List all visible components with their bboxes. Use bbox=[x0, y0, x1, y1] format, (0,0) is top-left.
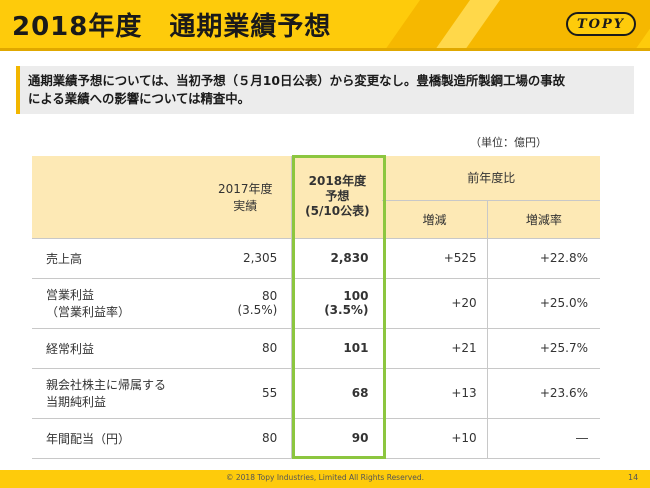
row-rate: +25.7% bbox=[487, 327, 600, 369]
header-prev-year-line: 2017年度 bbox=[217, 181, 273, 196]
row-label: 売上高 bbox=[32, 237, 200, 279]
header-prev-year: 2017年度 実績 bbox=[199, 156, 293, 239]
row-label: 親会社株主に帰属する 当期純利益 bbox=[32, 367, 200, 419]
row-prev-line: (3.5%) bbox=[237, 303, 278, 317]
row-diff: +13 bbox=[382, 367, 488, 419]
row-label: 営業利益 （営業利益率） bbox=[32, 277, 200, 329]
table-row: 営業利益 （営業利益率） 80 (3.5%) 100 (3.5%) +20 +2… bbox=[32, 277, 600, 329]
table-header-row: 2017年度 実績 2018年度 予想 (5/10公表) 前年度比 bbox=[32, 156, 600, 239]
copyright-text: © 2018 Topy Industries, Limited All Righ… bbox=[226, 473, 424, 482]
row-label: 経常利益 bbox=[32, 327, 200, 369]
row-diff: +21 bbox=[382, 327, 488, 369]
summary-line-2: による業績への影響については精査中。 bbox=[28, 91, 251, 106]
table-subheader-row: 増減 増減率 bbox=[32, 200, 600, 239]
table-row: 売上高 2,305 2,830 +525 +22.8% bbox=[32, 237, 600, 279]
logo-text: TOPY bbox=[576, 16, 626, 32]
header-forecast-line: 2018年度 bbox=[308, 174, 367, 189]
header-forecast-line: 予想 bbox=[325, 189, 350, 204]
row-label-line: 営業利益 bbox=[46, 288, 95, 302]
header-prev-year-line: 実績 bbox=[233, 198, 258, 213]
page-title: 2018年度 通期業績予想 bbox=[12, 12, 332, 42]
row-diff: +525 bbox=[382, 237, 488, 279]
table-row: 経常利益 80 101 +21 +25.7% bbox=[32, 327, 600, 369]
row-diff: +10 bbox=[382, 417, 488, 459]
row-rate: +23.6% bbox=[487, 367, 600, 419]
row-label-line: 当期純利益 bbox=[46, 395, 107, 409]
row-prev: 80 bbox=[199, 417, 293, 459]
header-diff: 増減 bbox=[382, 200, 488, 239]
row-label-line: （営業利益率） bbox=[46, 305, 131, 319]
header-divider bbox=[0, 48, 650, 51]
row-forecast: 101 bbox=[291, 327, 383, 369]
row-forecast-line: 100 bbox=[343, 289, 369, 303]
forecast-table: 2017年度 実績 2018年度 予想 (5/10公表) 前年度比 増減 増減率… bbox=[32, 156, 600, 459]
row-forecast: 100 (3.5%) bbox=[291, 277, 383, 329]
table-row: 親会社株主に帰属する 当期純利益 55 68 +13 +23.6% bbox=[32, 367, 600, 419]
header-rate: 増減率 bbox=[487, 200, 600, 239]
row-prev: 80 (3.5%) bbox=[199, 277, 293, 329]
row-prev: 80 bbox=[199, 327, 293, 369]
row-label-line: 親会社株主に帰属する bbox=[46, 378, 167, 392]
header-label-cell bbox=[32, 156, 200, 239]
row-rate: +22.8% bbox=[487, 237, 600, 279]
row-rate: ― bbox=[487, 417, 600, 459]
footer-bar: © 2018 Topy Industries, Limited All Righ… bbox=[0, 470, 650, 488]
summary-line-1: 通期業績予想については、当初予想（５月10日公表）から変更なし。豊橋製造所製鋼工… bbox=[28, 73, 566, 88]
row-rate: +25.0% bbox=[487, 277, 600, 329]
topy-logo: TOPY bbox=[566, 12, 636, 36]
table-row: 年間配当（円） 80 90 +10 ― bbox=[32, 417, 600, 459]
row-prev: 2,305 bbox=[199, 237, 293, 279]
header-forecast: 2018年度 予想 (5/10公表) bbox=[291, 156, 383, 239]
row-forecast: 90 bbox=[291, 417, 383, 459]
row-forecast: 68 bbox=[291, 367, 383, 419]
row-forecast-line: (3.5%) bbox=[324, 303, 369, 317]
header-forecast-line: (5/10公表) bbox=[305, 204, 370, 219]
row-diff: +20 bbox=[382, 277, 488, 329]
unit-label: （単位：億円） bbox=[470, 136, 547, 149]
page-number: 14 bbox=[628, 473, 639, 482]
summary-box: 通期業績予想については、当初予想（５月10日公表）から変更なし。豊橋製造所製鋼工… bbox=[16, 66, 634, 114]
header-yoy: 前年度比 bbox=[382, 156, 600, 201]
header-bar: 2018年度 通期業績予想 TOPY bbox=[0, 0, 650, 48]
row-prev-line: 80 bbox=[262, 289, 278, 303]
row-label: 年間配当（円） bbox=[32, 417, 200, 459]
row-prev: 55 bbox=[199, 367, 293, 419]
row-forecast: 2,830 bbox=[291, 237, 383, 279]
